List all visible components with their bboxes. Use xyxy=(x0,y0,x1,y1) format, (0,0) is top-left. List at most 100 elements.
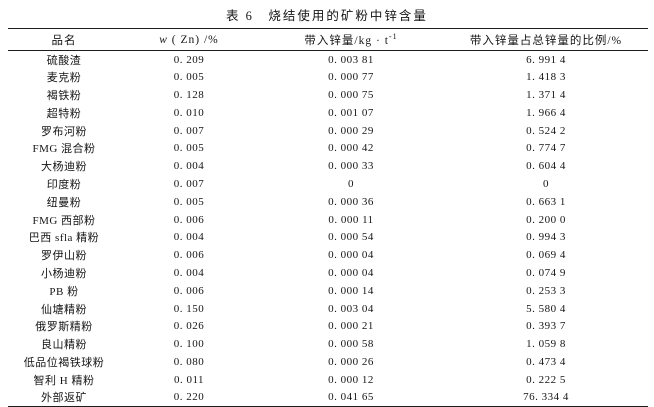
header-zn-amount: 带入锌量/kg · t-1 xyxy=(258,28,444,51)
zn-amount-unit-exponent: -1 xyxy=(388,31,398,41)
cell-name: FMG 混合粉 xyxy=(32,143,96,156)
table-row: 罗伊山粉 0. 006 0. 000 04 0. 069 4 xyxy=(8,246,648,264)
cell-zn_amount: 0. 000 04 xyxy=(328,266,374,279)
cell-zn_ratio: 1. 966 4 xyxy=(526,106,566,119)
table-row: 罗布河粉 0. 007 0. 000 29 0. 524 2 xyxy=(8,122,648,140)
table-row: 小杨迪粉 0. 004 0. 000 04 0. 074 9 xyxy=(8,264,648,282)
cell-zn_ratio: 0. 200 0 xyxy=(526,213,566,226)
cell-zn_ratio: 0. 074 9 xyxy=(526,266,566,279)
cell-zn_ratio: 0. 663 1 xyxy=(526,195,566,208)
cell-w_zn: 0. 100 xyxy=(173,338,205,351)
cell-zn_amount: 0. 000 42 xyxy=(328,142,374,155)
cell-w_zn: 0. 004 xyxy=(173,231,205,244)
table-row: 外部返矿 0. 220 0. 041 65 76. 334 4 xyxy=(8,388,648,407)
table-row: 硫酸渣 0. 209 0. 003 81 6. 991 4 xyxy=(8,51,648,69)
cell-zn_ratio: 0 xyxy=(543,177,549,190)
table-row: 大杨迪粉 0. 004 0. 000 33 0. 604 4 xyxy=(8,157,648,175)
table-row: 巴西 sfla 精粉 0. 004 0. 000 54 0. 994 3 xyxy=(8,228,648,246)
cell-name: 印度粉 xyxy=(46,178,82,191)
cell-name: 罗布河粉 xyxy=(41,125,87,138)
cell-w_zn: 0. 004 xyxy=(173,266,205,279)
cell-zn_ratio: 0. 253 3 xyxy=(526,284,566,297)
header-w-zn: w ( Zn) /% xyxy=(120,28,258,51)
cell-zn_amount: 0. 000 29 xyxy=(328,124,374,137)
cell-zn_ratio: 0. 069 4 xyxy=(526,249,566,262)
cell-zn_amount: 0. 003 04 xyxy=(328,302,374,315)
cell-zn_ratio: 0. 393 7 xyxy=(526,320,566,333)
cell-w_zn: 0. 006 xyxy=(173,249,205,262)
cell-name: 硫酸渣 xyxy=(46,54,82,67)
table-row: FMG 混合粉 0. 005 0. 000 42 0. 774 7 xyxy=(8,139,648,157)
cell-w_zn: 0. 209 xyxy=(173,53,205,66)
zinc-content-table: 品名 w ( Zn) /% 带入锌量/kg · t-1 带入锌量占总锌量的比例/… xyxy=(8,28,648,407)
cell-zn_amount: 0. 000 04 xyxy=(328,249,374,262)
cell-w_zn: 0. 007 xyxy=(173,124,205,137)
table-row: 麦克粉 0. 005 0. 000 77 1. 418 3 xyxy=(8,68,648,86)
cell-zn_amount: 0. 000 21 xyxy=(328,320,374,333)
cell-zn_ratio: 0. 774 7 xyxy=(526,142,566,155)
cell-w_zn: 0. 005 xyxy=(173,71,205,84)
cell-zn_ratio: 76. 334 4 xyxy=(444,388,648,407)
cell-zn_ratio: 0. 222 5 xyxy=(526,373,566,386)
table-row: 纽曼粉 0. 005 0. 000 36 0. 663 1 xyxy=(8,193,648,211)
cell-name: 小杨迪粉 xyxy=(41,267,87,280)
cell-w_zn: 0. 004 xyxy=(173,160,205,173)
header-zn-ratio: 带入锌量占总锌量的比例/% xyxy=(444,28,648,51)
cell-zn_ratio: 0. 604 4 xyxy=(526,160,566,173)
cell-name: 罗伊山粉 xyxy=(41,250,87,263)
cell-w_zn: 0. 010 xyxy=(173,106,205,119)
cell-zn_ratio: 0. 524 2 xyxy=(526,124,566,137)
cell-zn_amount: 0. 003 81 xyxy=(328,53,374,66)
cell-w_zn: 0. 005 xyxy=(173,142,205,155)
table-row: 智利 H 精粉 0. 011 0. 000 12 0. 222 5 xyxy=(8,371,648,389)
cell-name: 智利 H 精粉 xyxy=(33,374,95,387)
cell-zn_amount: 0. 000 26 xyxy=(328,355,374,368)
cell-name: 褐铁粉 xyxy=(46,89,82,102)
table-row: 褐铁粉 0. 128 0. 000 75 1. 371 4 xyxy=(8,86,648,104)
cell-zn_ratio: 1. 418 3 xyxy=(526,71,566,84)
cell-w_zn: 0. 006 xyxy=(173,284,205,297)
cell-zn_ratio: 0. 994 3 xyxy=(526,231,566,244)
cell-w_zn: 0. 011 xyxy=(173,373,205,386)
cell-w_zn: 0. 220 xyxy=(120,388,258,407)
cell-w_zn: 0. 128 xyxy=(173,88,205,101)
table-row: 良山精粉 0. 100 0. 000 58 1. 059 8 xyxy=(8,335,648,353)
table-caption: 表 6 烧结使用的矿粉中锌含量 xyxy=(226,9,428,23)
cell-zn_amount: 0. 000 12 xyxy=(328,373,374,386)
cell-zn_amount: 0. 041 65 xyxy=(258,388,444,407)
cell-name: 超特粉 xyxy=(46,107,82,120)
cell-w_zn: 0. 005 xyxy=(173,195,205,208)
header-row: 品名 w ( Zn) /% 带入锌量/kg · t-1 带入锌量占总锌量的比例/… xyxy=(8,28,648,51)
cell-zn_ratio: 1. 371 4 xyxy=(526,88,566,101)
cell-name: 良山精粉 xyxy=(41,339,87,352)
table-row: 超特粉 0. 010 0. 001 07 1. 966 4 xyxy=(8,104,648,122)
header-product-name: 品名 xyxy=(8,28,120,51)
table-row: PB 粉 0. 006 0. 000 14 0. 253 3 xyxy=(8,282,648,300)
table-body: 硫酸渣 0. 209 0. 003 81 6. 991 4 麦克粉 0. 005 0. 00… xyxy=(8,51,648,407)
cell-name: 巴西 sfla 精粉 xyxy=(28,232,100,245)
cell-zn_ratio: 6. 991 4 xyxy=(526,53,566,66)
table-row: 俄罗斯精粉 0. 026 0. 000 21 0. 393 7 xyxy=(8,317,648,335)
table-row: 印度粉 0. 007 0 0 xyxy=(8,175,648,193)
cell-name: 纽曼粉 xyxy=(46,196,82,209)
w-unit-text: ( Zn) /% xyxy=(167,33,219,46)
cell-name: FMG 西部粉 xyxy=(32,214,96,227)
cell-zn_amount: 0. 000 14 xyxy=(328,284,374,297)
cell-zn_ratio: 0. 473 4 xyxy=(526,355,566,368)
zn-amount-unit-base: 带入锌量/kg · t xyxy=(304,34,389,47)
table-row: 低品位褐铁球粉 0. 080 0. 000 26 0. 473 4 xyxy=(8,353,648,371)
cell-zn_amount: 0. 000 75 xyxy=(328,88,374,101)
table-row: FMG 西部粉 0. 006 0. 000 11 0. 200 0 xyxy=(8,211,648,229)
cell-name: 低品位褐铁球粉 xyxy=(23,356,105,369)
cell-w_zn: 0. 026 xyxy=(173,320,205,333)
cell-name: 麦克粉 xyxy=(46,72,82,85)
w-symbol: w xyxy=(159,33,168,46)
cell-zn_amount: 0. 000 33 xyxy=(328,160,374,173)
table-row: 仙塘精粉 0. 150 0. 003 04 5. 580 4 xyxy=(8,300,648,318)
cell-w_zn: 0. 006 xyxy=(173,213,205,226)
cell-name: 大杨迪粉 xyxy=(41,161,87,174)
cell-zn_amount: 0. 000 11 xyxy=(328,213,374,226)
cell-w_zn: 0. 080 xyxy=(173,355,205,368)
cell-name: 俄罗斯精粉 xyxy=(35,321,93,334)
